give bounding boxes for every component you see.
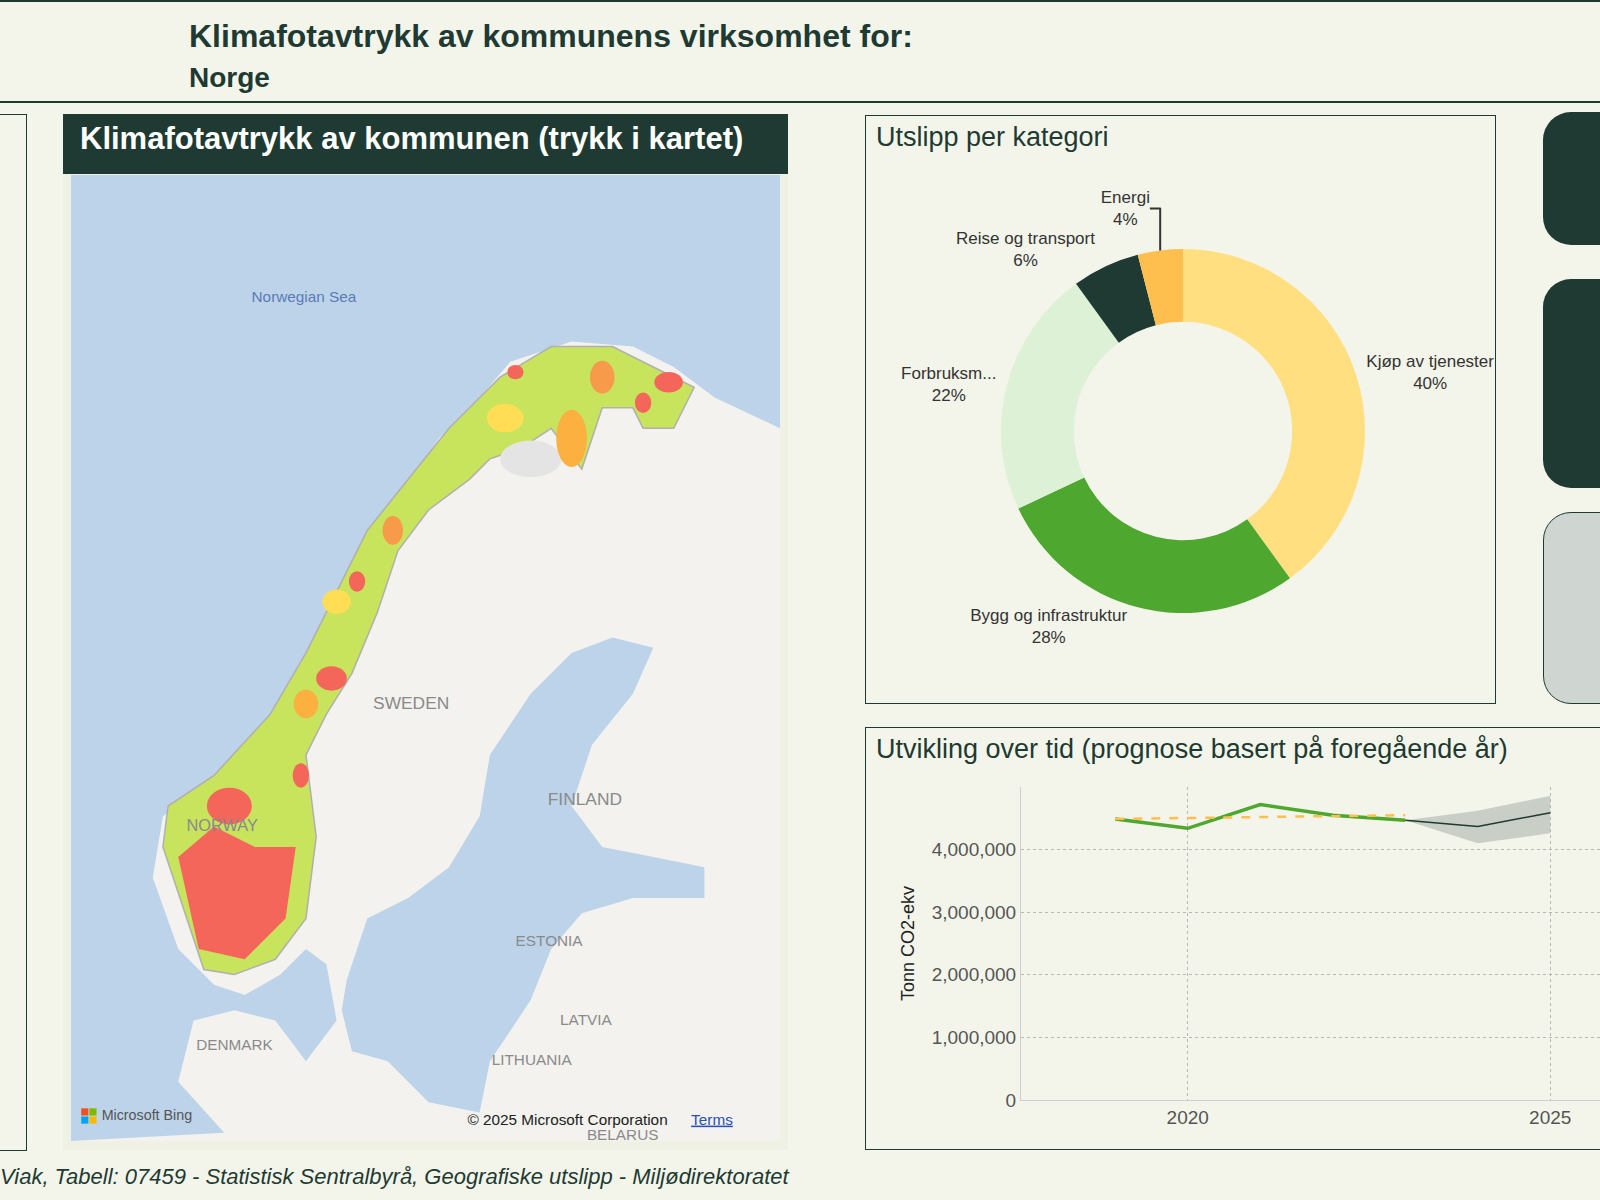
svg-text:BELARUS: BELARUS <box>587 1126 659 1141</box>
svg-text:LITHUANIA: LITHUANIA <box>492 1051 573 1068</box>
html-text:Viak, Tabell: 07459 - Statisti: Viak, Tabell: 07459 - Statistisk Sentral… <box>0 1164 789 1189</box>
html-text:Utslipp per kategori: Utslipp per kategori <box>876 122 1109 152</box>
svg-text:2,000,000: 2,000,000 <box>932 964 1017 985</box>
svg-text:Tonn CO2-ekv: Tonn CO2-ekv <box>898 886 918 1001</box>
svg-text:4,000,000: 4,000,000 <box>932 839 1017 860</box>
svg-text:Kjøp av tjenester40%: Kjøp av tjenester40% <box>1366 352 1494 393</box>
html-text:Utvikling over tid (prognose b: Utvikling over tid (prognose basert på f… <box>876 734 1508 764</box>
svg-text:1,000,000: 1,000,000 <box>932 1027 1017 1048</box>
svg-text:Energi4%: Energi4% <box>1101 188 1150 229</box>
svg-text:Forbruksm...22%: Forbruksm...22% <box>901 364 996 405</box>
svg-text:Norwegian Sea: Norwegian Sea <box>252 288 357 305</box>
svg-text:DENMARK: DENMARK <box>196 1036 273 1053</box>
svg-text:2025: 2025 <box>1529 1107 1571 1128</box>
svg-text:NORWAY: NORWAY <box>187 816 258 834</box>
svg-text:3,000,000: 3,000,000 <box>932 902 1017 923</box>
svg-text:ESTONIA: ESTONIA <box>516 932 584 949</box>
html-text:Klimafotavtrykk av kommunens v: Klimafotavtrykk av kommunens virksomhet … <box>189 18 913 54</box>
svg-text:Terms: Terms <box>691 1111 733 1128</box>
svg-text:SWEDEN: SWEDEN <box>373 693 449 713</box>
svg-text:Bygg og infrastruktur28%: Bygg og infrastruktur28% <box>970 606 1127 647</box>
svg-text:Reise og transport6%: Reise og transport6% <box>956 229 1095 270</box>
svg-text:© 2025 Microsoft Corporation: © 2025 Microsoft Corporation <box>467 1111 667 1128</box>
svg-text:LATVIA: LATVIA <box>560 1011 612 1028</box>
svg-text:FINLAND: FINLAND <box>548 789 622 809</box>
svg-text:Microsoft Bing: Microsoft Bing <box>102 1107 193 1123</box>
html-text:Norge: Norge <box>189 62 270 93</box>
html-text:Klimafotavtrykk av kommunen (t: Klimafotavtrykk av kommunen (trykk i kar… <box>80 121 744 156</box>
svg-text:2020: 2020 <box>1167 1107 1209 1128</box>
svg-text:0: 0 <box>1006 1090 1017 1111</box>
